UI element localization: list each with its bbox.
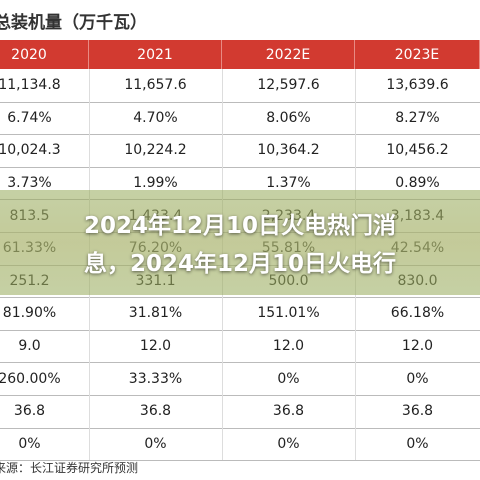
- table-cell: 36.8: [13, 403, 46, 420]
- table-cell: 10,224.2: [124, 142, 187, 159]
- header-cell: 2023E: [355, 40, 480, 69]
- table-cell: 0%: [144, 435, 167, 452]
- table-cell: 36.8: [139, 403, 172, 420]
- table-cell: 10,024.3: [0, 142, 61, 159]
- table-title: 总装机量（万千瓦）: [0, 13, 147, 33]
- table-cell: 260.00%: [0, 370, 61, 387]
- table-cell: 33.33%: [128, 370, 183, 387]
- table-cell: 81.90%: [2, 305, 57, 322]
- overlay-band: [0, 190, 480, 295]
- table-cell: 4.70%: [133, 109, 178, 126]
- table-cell: 1.99%: [133, 175, 178, 192]
- table-cell: 13,639.6: [386, 77, 449, 94]
- overlay-line: 2024年12月10日火电热门消: [83, 213, 397, 239]
- table-cell: 9.0: [18, 338, 41, 355]
- header-cell: 2021: [89, 40, 222, 69]
- source-note: 资料来源：长江证券研究所预测: [0, 461, 139, 475]
- table-cell: 36.8: [401, 403, 434, 420]
- header-cell: 2020: [0, 40, 89, 69]
- table-cell: 0.89%: [395, 175, 440, 192]
- table-cell: 12,597.6: [257, 77, 320, 94]
- table-cell: 31.81%: [128, 305, 183, 322]
- table-cell: 36.8: [272, 403, 305, 420]
- row-divider: [0, 134, 480, 136]
- row-divider: [0, 427, 480, 429]
- row-divider: [0, 166, 480, 168]
- table-cell: 0%: [277, 370, 300, 387]
- table-cell: 1.37%: [266, 175, 311, 192]
- table-cell: 10,456.2: [386, 142, 449, 159]
- table-cell: 8.27%: [395, 109, 440, 126]
- table-cell: 66.18%: [390, 305, 445, 322]
- table-cell: 3.73%: [7, 175, 52, 192]
- table-cell: 10,364.2: [257, 142, 320, 159]
- table-cell: 8.06%: [266, 109, 311, 126]
- table-cell: 12.0: [272, 338, 305, 355]
- header-cell: 2022E: [222, 40, 355, 69]
- table-cell: 12.0: [401, 338, 434, 355]
- table-cell: 151.01%: [257, 305, 320, 322]
- row-divider: [0, 329, 480, 331]
- row-divider: [0, 460, 480, 462]
- table-cell: 6.74%: [7, 109, 52, 126]
- row-divider: [0, 101, 480, 103]
- row-divider: [0, 362, 480, 364]
- table-cell: 11,134.8: [0, 77, 61, 94]
- table-cell: 0%: [18, 435, 41, 452]
- table-cell: 0%: [277, 435, 300, 452]
- table-cell: 0%: [406, 435, 429, 452]
- table-cell: 0%: [406, 370, 429, 387]
- row-divider: [0, 297, 480, 299]
- table-cell: 12.0: [139, 338, 172, 355]
- row-divider: [0, 395, 480, 396]
- table-cell: 11,657.6: [124, 77, 187, 94]
- overlay-line: 息，2024年12月10日火电行: [83, 251, 397, 277]
